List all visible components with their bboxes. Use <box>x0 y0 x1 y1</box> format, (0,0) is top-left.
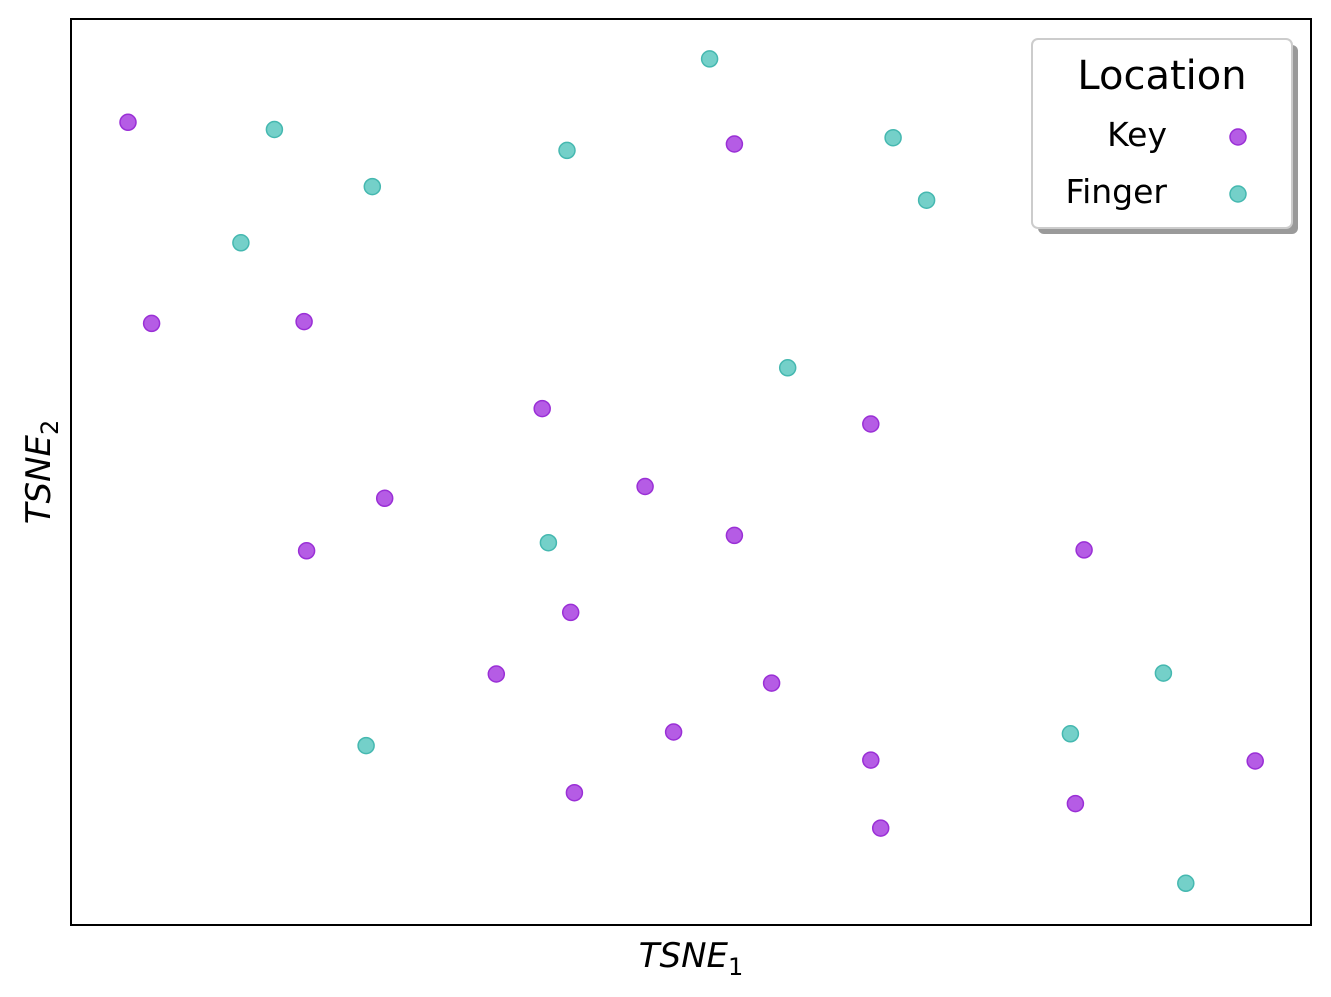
point-key-5 <box>533 399 551 418</box>
point-finger-2 <box>363 177 382 196</box>
point-key-1 <box>142 314 161 333</box>
y-axis-label-subscript: 2 <box>36 420 64 435</box>
point-finger-4 <box>700 50 719 68</box>
point-key-4 <box>375 489 394 508</box>
legend-label-finger: Finger <box>1066 172 1168 211</box>
point-finger-0 <box>265 120 284 139</box>
point-key-16 <box>871 819 890 837</box>
point-key-14 <box>862 415 880 433</box>
legend-marker-key <box>1229 128 1247 146</box>
point-key-11 <box>725 135 744 153</box>
point-finger-1 <box>232 234 250 252</box>
point-finger-10 <box>1061 725 1080 743</box>
point-key-2 <box>295 312 313 331</box>
legend: Location Key Finger <box>1031 38 1298 234</box>
point-key-13 <box>762 674 781 692</box>
point-key-3 <box>297 542 316 560</box>
x-axis-label: TSNE1 <box>639 936 744 981</box>
point-key-0 <box>119 113 137 132</box>
legend-box <box>1031 38 1293 229</box>
x-axis-label-main: TSNE <box>639 936 729 976</box>
series-key <box>119 113 1264 837</box>
point-finger-7 <box>778 359 797 377</box>
legend-title: Location <box>1077 53 1246 99</box>
point-key-12 <box>725 526 744 545</box>
points-layer <box>119 50 1264 893</box>
legend-marker-finger <box>1229 185 1247 203</box>
point-finger-3 <box>558 141 576 160</box>
legend-label-key: Key <box>1107 115 1167 154</box>
point-key-19 <box>1246 752 1264 770</box>
plot-area-frame <box>70 18 1312 926</box>
point-key-15 <box>862 751 880 769</box>
y-axis-label-main: TSNE <box>19 434 59 524</box>
point-finger-6 <box>917 191 936 209</box>
point-finger-5 <box>884 128 902 147</box>
x-axis-label-subscript: 1 <box>728 953 743 981</box>
point-finger-12 <box>1177 874 1195 893</box>
point-finger-9 <box>357 736 375 755</box>
point-key-9 <box>636 477 654 496</box>
y-axis-label: TSNE2 <box>19 420 64 525</box>
point-key-17 <box>1075 541 1093 559</box>
point-finger-8 <box>539 533 558 552</box>
point-key-18 <box>1066 794 1085 813</box>
point-key-10 <box>664 723 683 741</box>
series-finger <box>232 50 1195 893</box>
point-key-7 <box>561 603 580 622</box>
point-key-8 <box>565 783 584 802</box>
point-finger-11 <box>1154 664 1173 682</box>
point-key-6 <box>487 665 506 683</box>
